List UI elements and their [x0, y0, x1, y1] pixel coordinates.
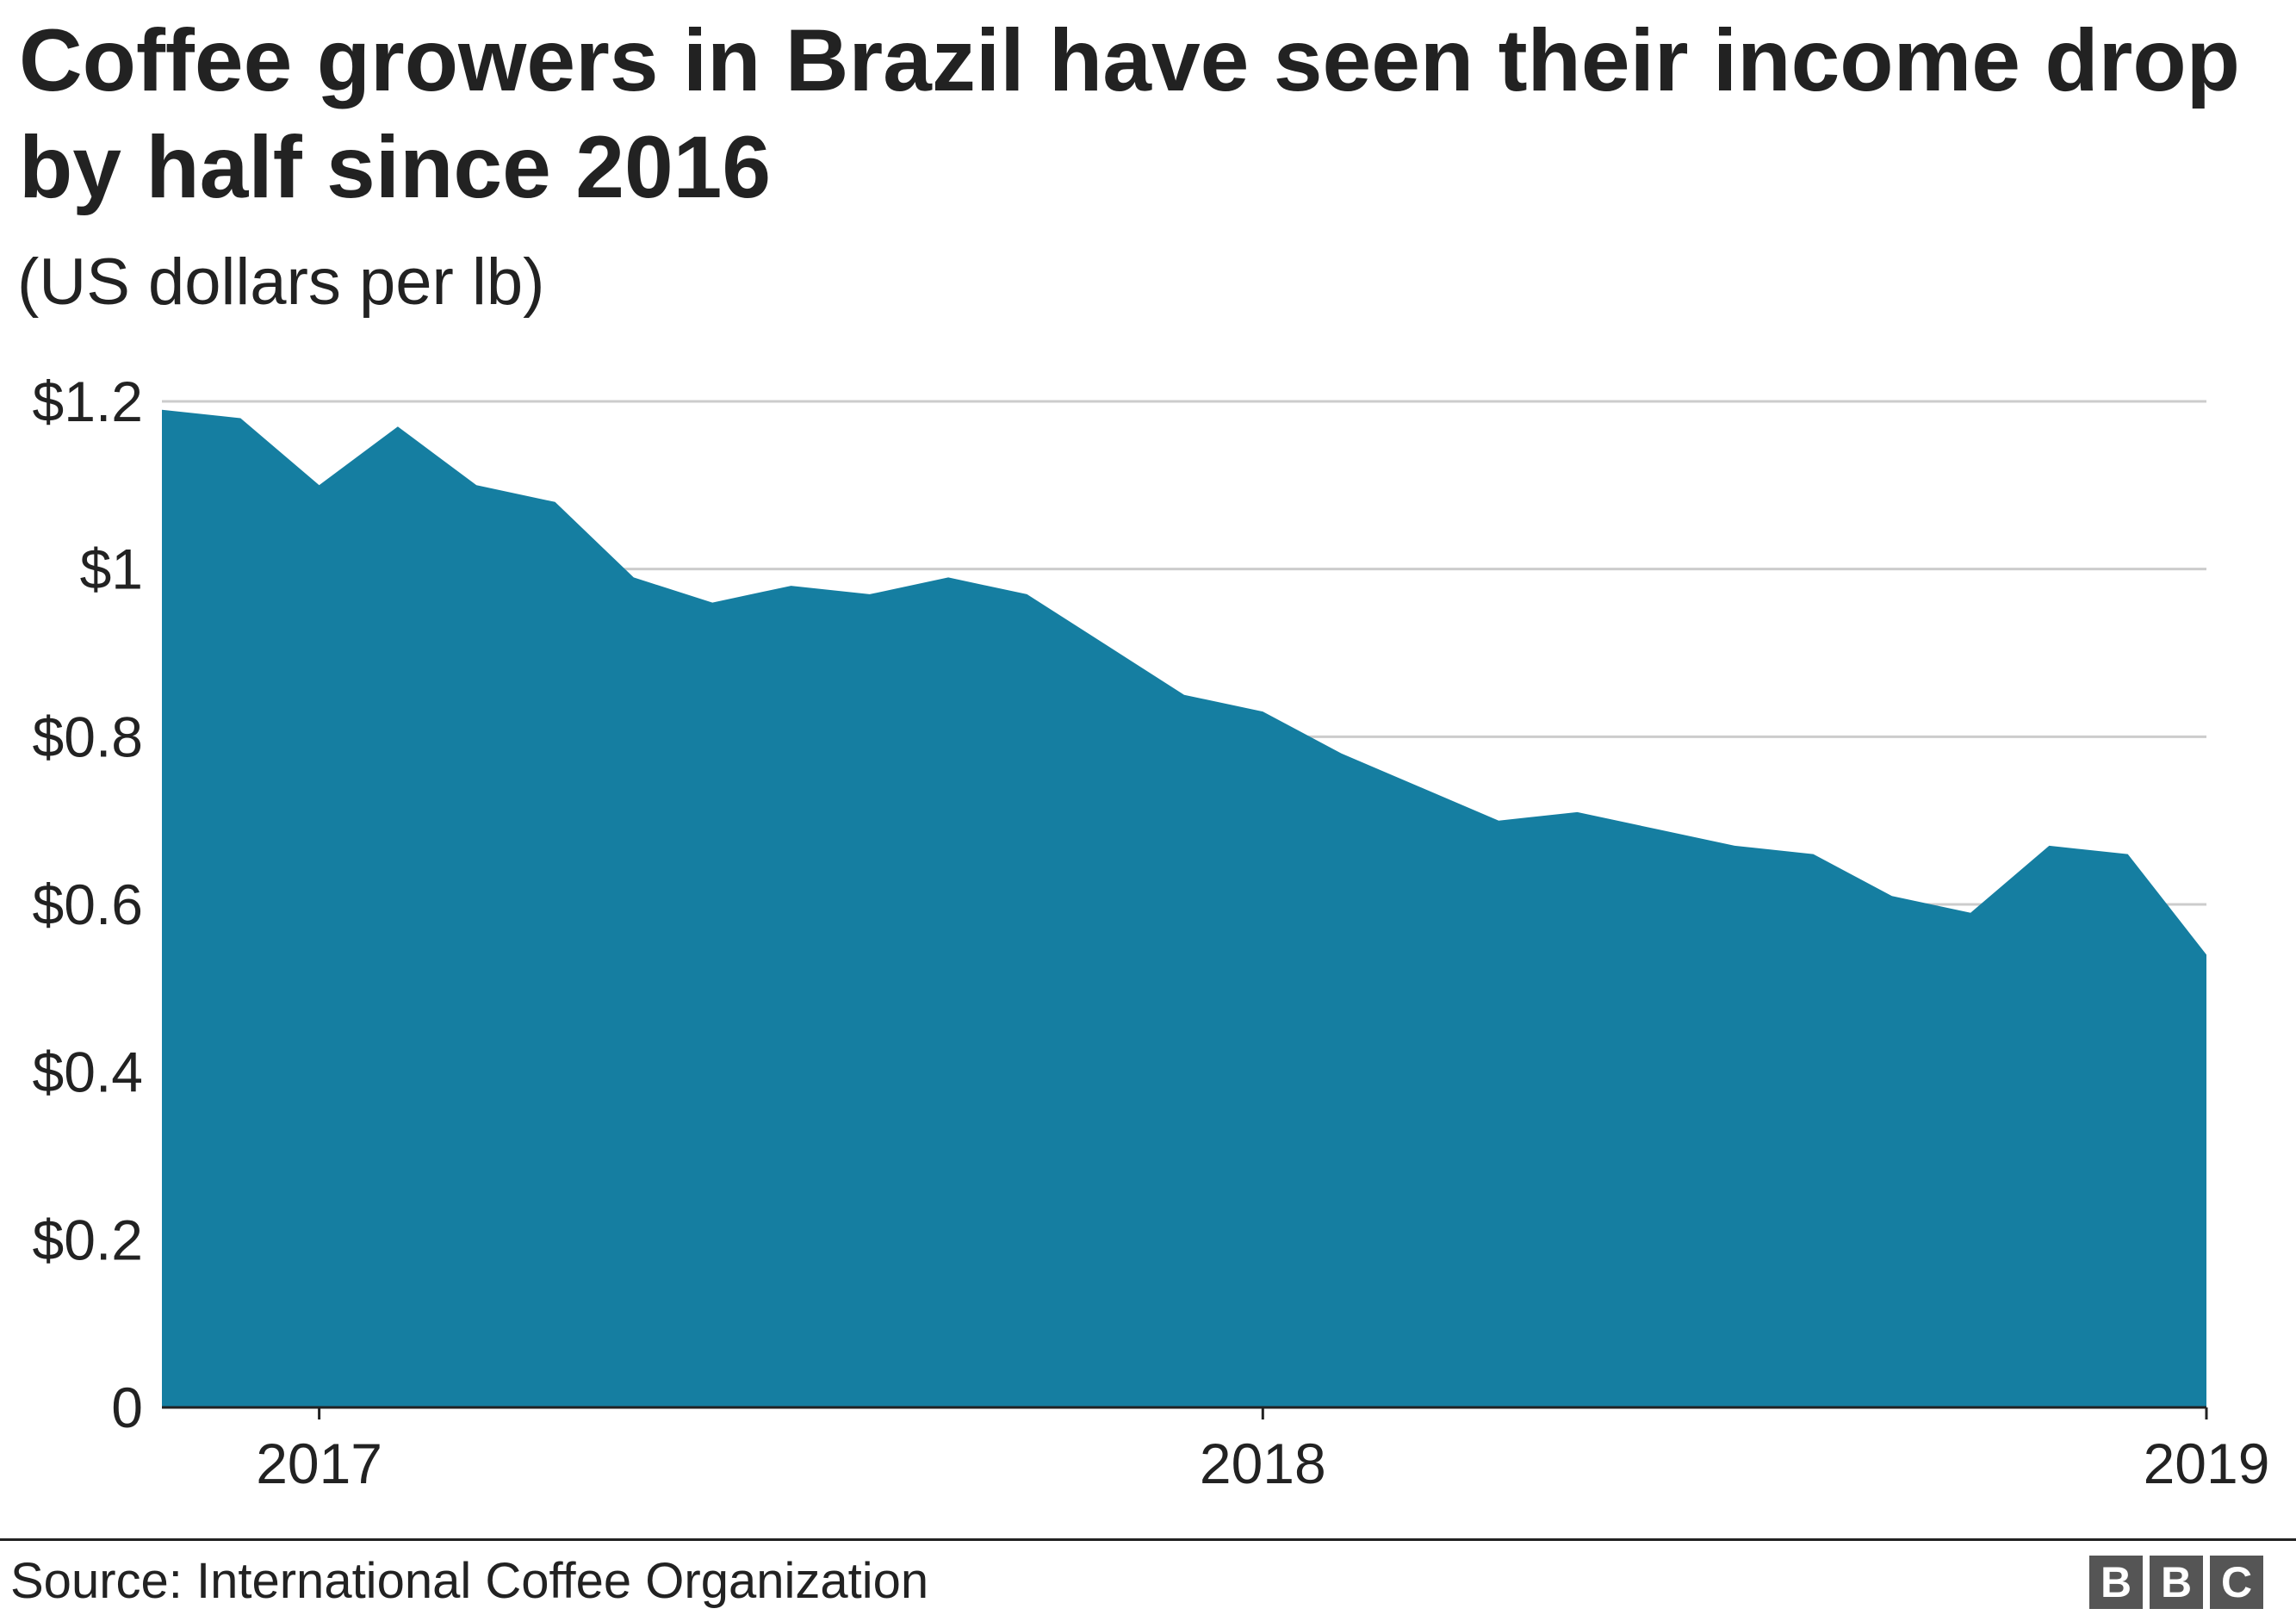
area-chart: 0 $0.2 $0.4 $0.6 $0.8 $1 $1.2 2017 2018 2019 — [33, 370, 2270, 1495]
chart-title: Coffee growers in Brazil have seen their… — [19, 11, 2240, 216]
x-tick-label: 2017 — [256, 1432, 382, 1495]
source-note: Source: International Coffee Organizatio… — [10, 1553, 929, 1609]
y-tick-label: $0.8 — [33, 705, 143, 768]
chart-subtitle: (US dollars per lb) — [17, 245, 545, 319]
bbc-logo-letter-c: C — [2210, 1556, 2263, 1609]
footer-divider — [0, 1538, 2296, 1541]
bbc-logo: B B C — [2089, 1556, 2263, 1609]
bbc-logo-letter-b1: B — [2089, 1556, 2143, 1609]
y-tick-label: $0.2 — [33, 1208, 143, 1271]
bbc-logo-letter-b2: B — [2150, 1556, 2203, 1609]
y-tick-label: $1 — [80, 537, 143, 601]
y-tick-label: 0 — [111, 1376, 143, 1439]
x-axis-ticks: 2017 2018 2019 — [256, 1407, 2269, 1495]
x-tick-label: 2019 — [2144, 1432, 2270, 1495]
y-axis-ticks: 0 $0.2 $0.4 $0.6 $0.8 $1 $1.2 — [33, 370, 143, 1439]
x-tick-label: 2018 — [1200, 1432, 1326, 1495]
y-tick-label: $0.6 — [33, 873, 143, 936]
y-tick-label: $0.4 — [33, 1040, 143, 1104]
area-series-0 — [162, 409, 2206, 1408]
y-tick-label: $1.2 — [33, 370, 143, 433]
area-layer — [162, 409, 2206, 1408]
